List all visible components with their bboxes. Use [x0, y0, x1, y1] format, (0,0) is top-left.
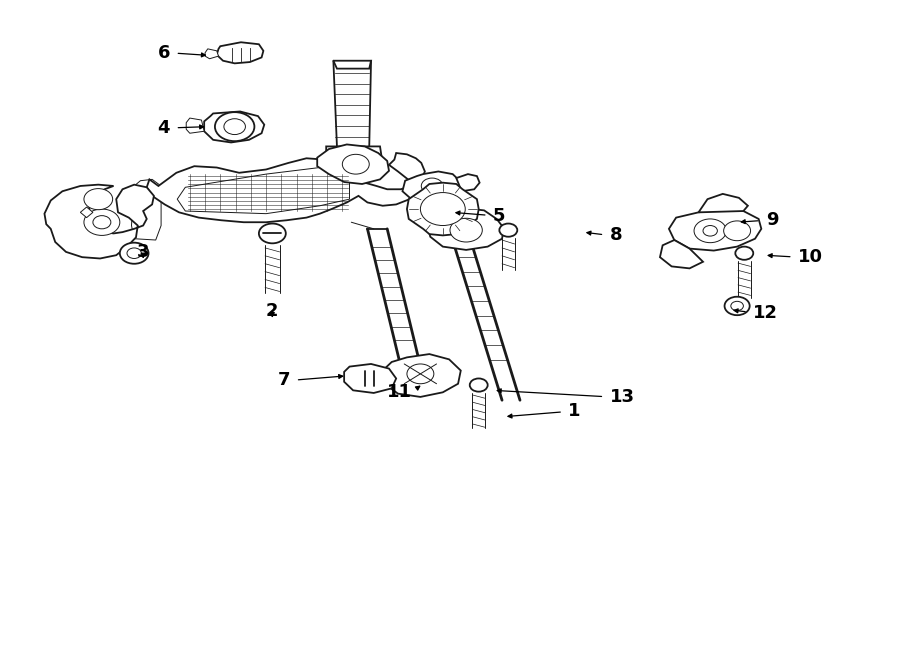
- Text: 8: 8: [609, 226, 622, 244]
- Text: 11: 11: [387, 383, 412, 401]
- Polygon shape: [80, 207, 93, 218]
- Polygon shape: [217, 42, 264, 64]
- Polygon shape: [407, 183, 479, 236]
- Text: 12: 12: [753, 304, 778, 322]
- Circle shape: [735, 247, 753, 260]
- Circle shape: [407, 364, 434, 384]
- Polygon shape: [147, 153, 425, 222]
- Polygon shape: [382, 354, 461, 397]
- Text: 10: 10: [798, 248, 824, 266]
- Text: 4: 4: [158, 119, 170, 137]
- Circle shape: [450, 218, 482, 242]
- Polygon shape: [344, 364, 396, 393]
- Text: 5: 5: [493, 207, 506, 224]
- Circle shape: [694, 219, 726, 243]
- Polygon shape: [660, 240, 703, 268]
- Polygon shape: [326, 146, 382, 171]
- Polygon shape: [456, 174, 480, 191]
- Circle shape: [259, 224, 286, 244]
- Circle shape: [703, 226, 717, 236]
- Circle shape: [120, 243, 148, 263]
- Polygon shape: [669, 209, 761, 251]
- Circle shape: [224, 118, 246, 134]
- Polygon shape: [131, 179, 161, 240]
- Circle shape: [724, 221, 751, 241]
- Text: 6: 6: [158, 44, 170, 62]
- Circle shape: [93, 216, 111, 229]
- Polygon shape: [205, 49, 219, 59]
- Circle shape: [84, 209, 120, 236]
- Text: 7: 7: [278, 371, 291, 389]
- Text: 3: 3: [137, 243, 149, 261]
- Circle shape: [731, 301, 743, 310]
- Text: 13: 13: [609, 388, 634, 406]
- Circle shape: [84, 189, 112, 210]
- Polygon shape: [333, 61, 371, 69]
- Polygon shape: [204, 111, 265, 142]
- Circle shape: [215, 112, 255, 141]
- Text: 2: 2: [266, 303, 279, 320]
- Circle shape: [421, 178, 443, 194]
- Polygon shape: [317, 144, 389, 184]
- Polygon shape: [177, 167, 349, 214]
- Polygon shape: [44, 185, 154, 258]
- Circle shape: [500, 224, 518, 237]
- Circle shape: [470, 379, 488, 392]
- Polygon shape: [428, 209, 504, 250]
- Polygon shape: [698, 194, 748, 213]
- Text: 1: 1: [569, 402, 580, 420]
- Circle shape: [724, 297, 750, 315]
- Text: 9: 9: [766, 211, 778, 229]
- Polygon shape: [402, 171, 462, 203]
- Circle shape: [342, 154, 369, 174]
- Polygon shape: [186, 118, 204, 133]
- Circle shape: [127, 248, 141, 258]
- Circle shape: [420, 193, 465, 226]
